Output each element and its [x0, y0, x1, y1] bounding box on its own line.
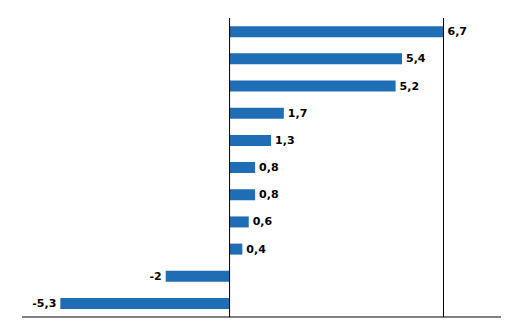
svg-text:0,4: 0,4 — [246, 243, 266, 256]
svg-text:0,6: 0,6 — [253, 215, 273, 228]
svg-text:0,8: 0,8 — [259, 161, 279, 174]
svg-text:-5,3: -5,3 — [32, 297, 56, 310]
svg-text:-2: -2 — [149, 270, 161, 283]
svg-text:5,4: 5,4 — [406, 52, 426, 65]
svg-text:6,7: 6,7 — [448, 25, 468, 38]
svg-text:1,3: 1,3 — [275, 134, 295, 147]
svg-text:0,8: 0,8 — [259, 188, 279, 201]
svg-text:1,7: 1,7 — [288, 107, 308, 120]
svg-text:5,2: 5,2 — [400, 80, 420, 93]
